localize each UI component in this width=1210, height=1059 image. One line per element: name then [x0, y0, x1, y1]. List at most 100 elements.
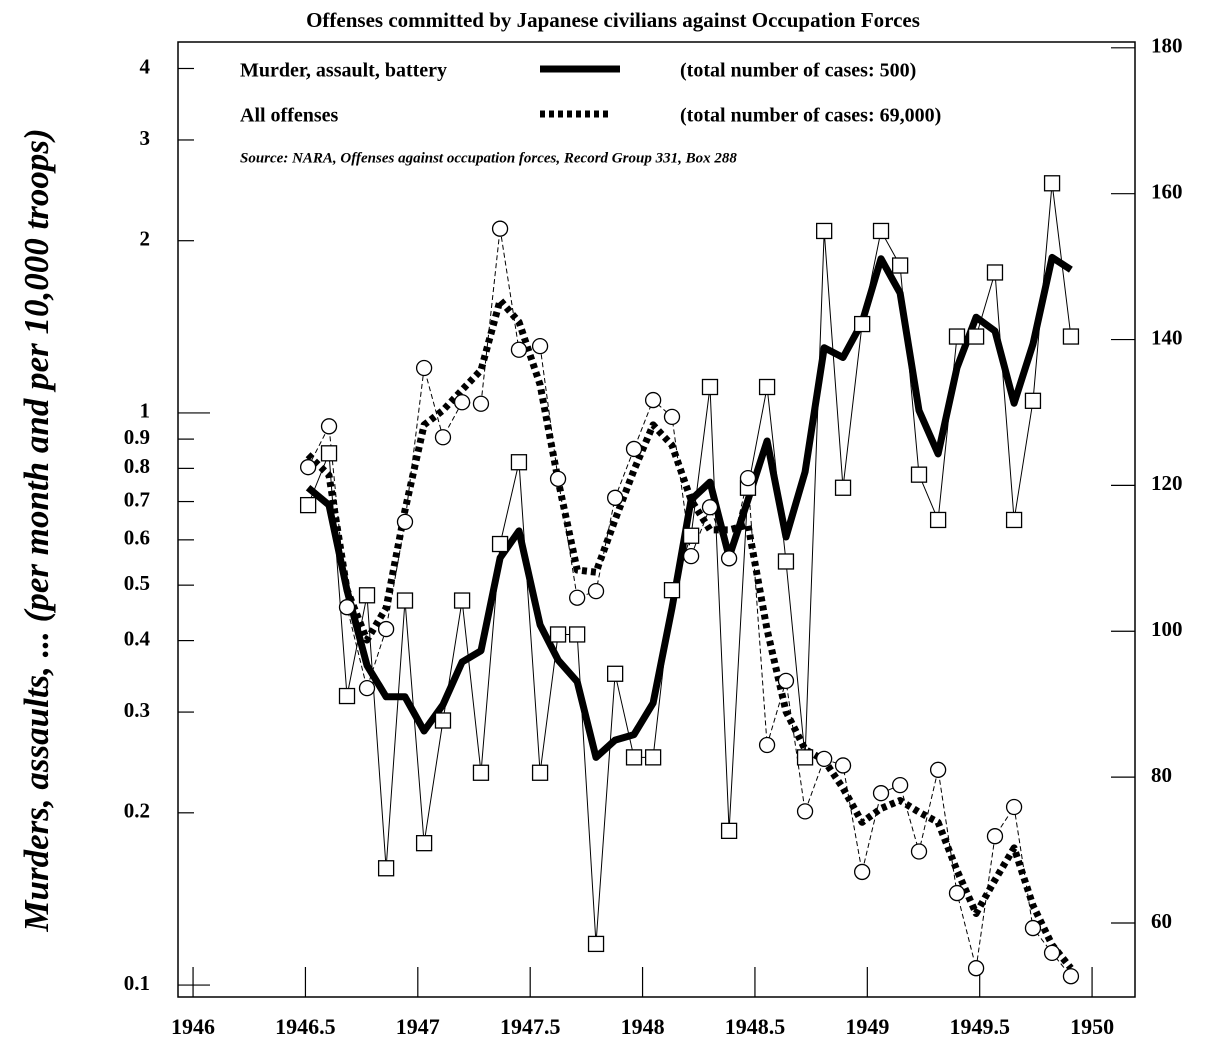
square-marker [491, 535, 509, 553]
circle-marker [986, 828, 1004, 845]
circle-marker [701, 499, 719, 516]
y-tick-label: 0.6 [124, 526, 150, 550]
circle-marker [644, 391, 662, 409]
square-marker [1062, 328, 1080, 345]
legend-note: (total number of cases: 69,000) [680, 105, 941, 127]
square-marker [625, 749, 643, 766]
circle-marker [472, 395, 490, 412]
square-marker [510, 454, 528, 471]
circle-marker [569, 589, 586, 606]
y2-tick-label: 120 [1151, 471, 1183, 495]
circle-marker [320, 418, 338, 435]
y-tick-label: 3 [140, 126, 151, 150]
circle-marker [358, 679, 376, 697]
legend-note: (total number of cases: 500) [680, 60, 916, 82]
circle-marker [777, 672, 795, 690]
y-tick-label: 0.7 [124, 487, 150, 511]
square-marker [1043, 175, 1061, 192]
square-marker [569, 626, 586, 643]
y-tick-label: 1 [140, 399, 151, 423]
circle-marker [434, 429, 452, 446]
square-marker [453, 592, 471, 609]
series-line [307, 228, 1072, 977]
circle-marker [929, 761, 947, 778]
square-marker [929, 511, 947, 529]
plot-frame [177, 41, 1136, 998]
circle-marker [510, 341, 528, 358]
square-marker [853, 315, 871, 333]
circle-marker [796, 803, 814, 820]
square-marker [358, 587, 376, 604]
circle-marker [816, 750, 833, 768]
circle-marker [491, 220, 509, 237]
circle-marker [1005, 798, 1023, 816]
circle-marker [1043, 944, 1061, 962]
circle-marker [606, 489, 624, 506]
circle-marker [739, 469, 757, 487]
circle-marker [910, 843, 928, 860]
circle-marker [834, 757, 852, 774]
y2-tick-label: 100 [1151, 617, 1183, 641]
y-tick-label: 0.2 [124, 799, 150, 823]
source-note: Source: NARA, Offenses against occupatio… [240, 150, 737, 166]
chart-title: Offenses committed by Japanese civilians… [306, 8, 920, 32]
x-tick-label: 1948.5 [725, 1014, 786, 1039]
x-tick-label: 1950 [1070, 1014, 1114, 1039]
circle-marker [587, 583, 605, 600]
square-marker [644, 749, 662, 766]
x-tick-label: 1947 [396, 1014, 440, 1039]
y2-tick-label: 180 [1151, 34, 1183, 58]
circle-marker [338, 599, 356, 616]
legend-label: All offenses [240, 105, 339, 127]
x-tick-label: 1949.5 [949, 1014, 1010, 1039]
circle-marker [720, 550, 738, 567]
square-marker [682, 527, 700, 544]
square-marker [701, 378, 719, 396]
square-marker [891, 257, 909, 274]
y-tick-label: 0.3 [124, 698, 150, 722]
x-tick-label: 1948 [621, 1014, 665, 1039]
circle-marker [396, 513, 414, 531]
square-marker [796, 749, 814, 766]
y-tick-label: 0.8 [124, 454, 150, 478]
square-marker [299, 496, 317, 514]
y-tick-label: 2 [140, 227, 151, 251]
series-line [305, 296, 1074, 971]
y-axis-label: Murders, assaults, ... (per month and pe… [17, 128, 56, 932]
square-marker [720, 822, 738, 839]
square-marker [986, 264, 1004, 281]
y2-tick-label: 140 [1151, 325, 1183, 349]
circle-marker [853, 863, 871, 881]
circle-marker [967, 960, 985, 977]
square-marker [434, 712, 452, 729]
square-marker [531, 764, 549, 781]
y2-tick-label: 60 [1151, 909, 1172, 933]
y2-tick-label: 80 [1151, 763, 1172, 787]
square-marker [816, 222, 833, 240]
square-marker [472, 764, 490, 781]
circle-marker [758, 736, 776, 754]
x-tick-label: 1947.5 [500, 1014, 561, 1039]
square-marker [549, 626, 567, 643]
x-tick-label: 1949 [845, 1014, 889, 1039]
circle-marker [531, 337, 549, 355]
circle-marker [625, 440, 643, 458]
square-marker [910, 466, 928, 483]
y-tick-label: 4 [140, 54, 151, 78]
circle-marker [891, 776, 909, 794]
square-marker [320, 445, 338, 462]
circle-marker [1062, 968, 1080, 985]
circle-marker [1024, 919, 1042, 937]
circle-marker [663, 408, 681, 426]
square-marker [338, 687, 356, 705]
y-tick-label: 0.4 [124, 626, 151, 650]
circle-marker [453, 394, 471, 411]
square-marker [967, 328, 985, 345]
circle-marker [299, 459, 317, 476]
square-marker [872, 222, 890, 240]
square-marker [396, 592, 414, 609]
y-tick-label: 0.9 [124, 425, 150, 449]
square-marker [948, 328, 966, 345]
square-marker [834, 479, 852, 496]
